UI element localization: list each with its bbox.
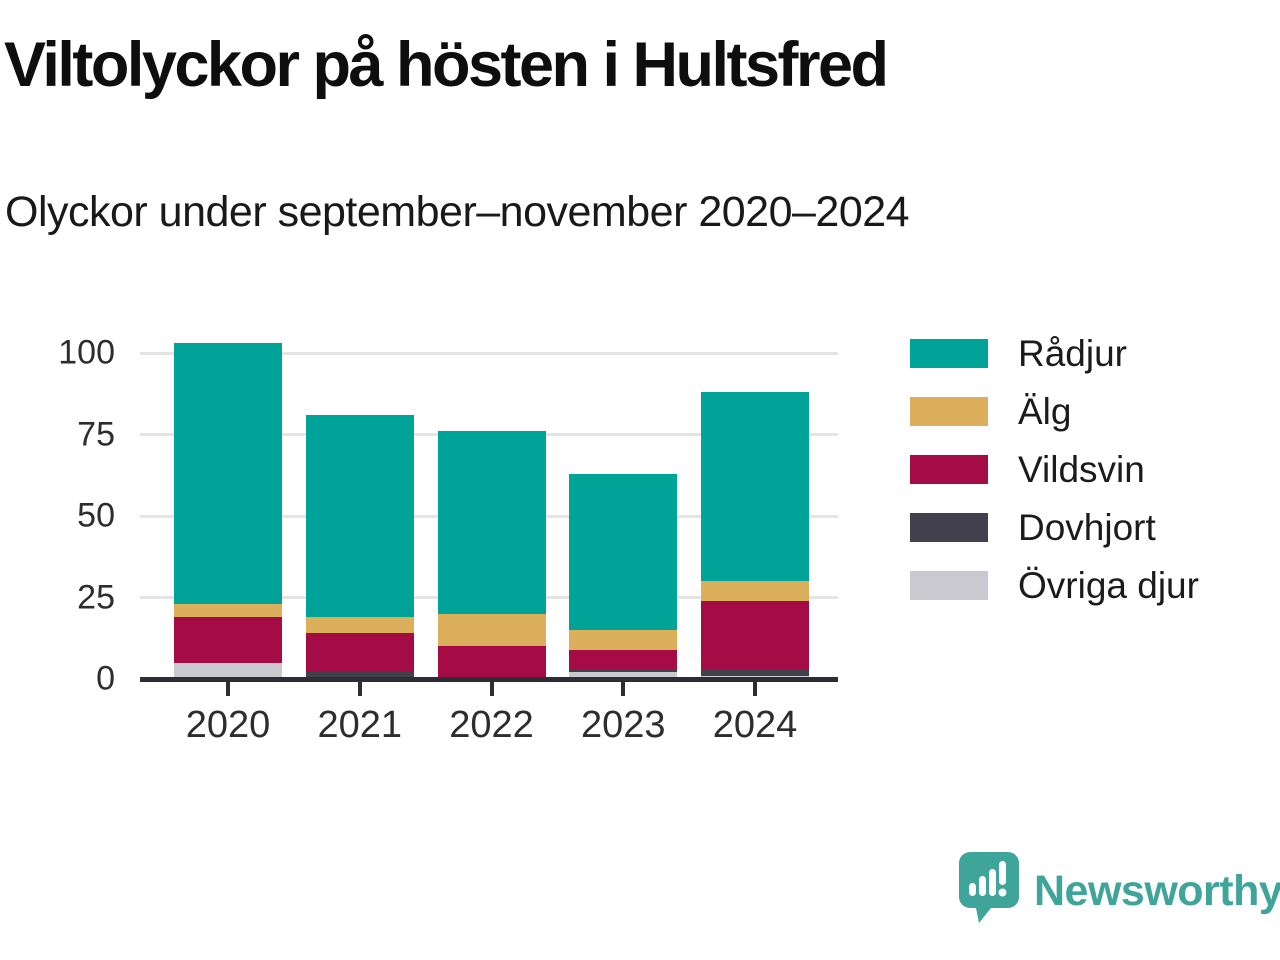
bar-segment-2021-Vildsvin [305,633,414,673]
legend-swatch-Övriga djur [910,571,988,600]
x-axis-line [140,677,838,682]
bar-segment-2022-Rådjur [437,431,546,614]
y-tick-label: 0 [96,659,115,698]
bar-segment-2020-Övriga djur [174,662,282,679]
bar-segment-2023-Övriga djur [569,672,678,679]
x-tick-2024 [753,681,757,696]
legend-swatch-Älg [910,397,988,426]
x-tick-label-2022: 2022 [449,704,534,746]
legend-label: Övriga djur [1018,564,1199,606]
bar-segment-2024-Vildsvin [701,600,809,670]
x-tick-label-2023: 2023 [580,704,666,746]
bar-segment-2024-Älg [701,581,809,601]
legend-swatch-Vildsvin [910,455,988,484]
bar-segment-2021-Älg [305,617,414,634]
legend-item-Dovhjort: Dovhjort [910,507,1199,548]
gridline-100 [140,351,838,355]
legend-item-Rådjur: Rådjur [910,333,1199,374]
bar-segment-2024-Rådjur [701,392,809,582]
x-tick-label-2021: 2021 [317,704,403,746]
legend-label: Älg [1018,390,1072,432]
bar-segment-2022-Älg [437,613,546,647]
bar-segment-2020-Älg [174,604,282,618]
legend-label: Vildsvin [1018,448,1145,490]
brand-footer: Newsworthy [958,851,1280,931]
y-tick-label: 25 [77,578,115,616]
x-tick-2021 [357,681,362,696]
bar-segment-2023-Älg [569,630,678,650]
legend-item-Älg: Älg [910,391,1199,432]
bar-segment-2021-Dovhjort [305,672,414,679]
bar-segment-2023-Vildsvin [569,649,678,670]
legend-label: Dovhjort [1018,506,1156,548]
bar-segment-2024-Dovhjort [701,669,809,676]
x-tick-2020 [226,681,230,696]
y-tick-label: 100 [58,333,115,372]
chart-subtitle: Olyckor under september–november 2020–20… [5,188,910,236]
y-tick-label: 50 [77,496,115,535]
bar-segment-2023-Rådjur [569,473,678,631]
newsworthy-logo [959,852,1019,923]
legend-swatch-Rådjur [910,339,988,368]
x-tick-2022 [489,681,494,696]
y-tick-label: 75 [77,415,115,453]
legend-item-Övriga djur: Övriga djur [910,565,1199,606]
bar-segment-2021-Rådjur [305,414,414,618]
legend: Rådjur Älg Vildsvin Dovhjort Övriga djur [910,333,1199,606]
bar-segment-2022-Vildsvin [437,646,546,679]
brand-name: Newsworthy [1034,866,1280,915]
legend-swatch-Dovhjort [910,513,988,542]
bar-segment-2023-Dovhjort [569,669,678,673]
bar-segment-2020-Rådjur [174,343,282,605]
x-tick-label-2024: 2024 [712,704,798,746]
x-tick-label-2020: 2020 [185,704,271,746]
chart-title: Viltolyckor på hösten i Hultsfred [4,30,889,100]
bar-segment-2020-Vildsvin [174,617,282,663]
x-tick-2023 [621,681,626,696]
legend-label: Rådjur [1018,332,1127,374]
legend-item-Vildsvin: Vildsvin [910,449,1199,490]
